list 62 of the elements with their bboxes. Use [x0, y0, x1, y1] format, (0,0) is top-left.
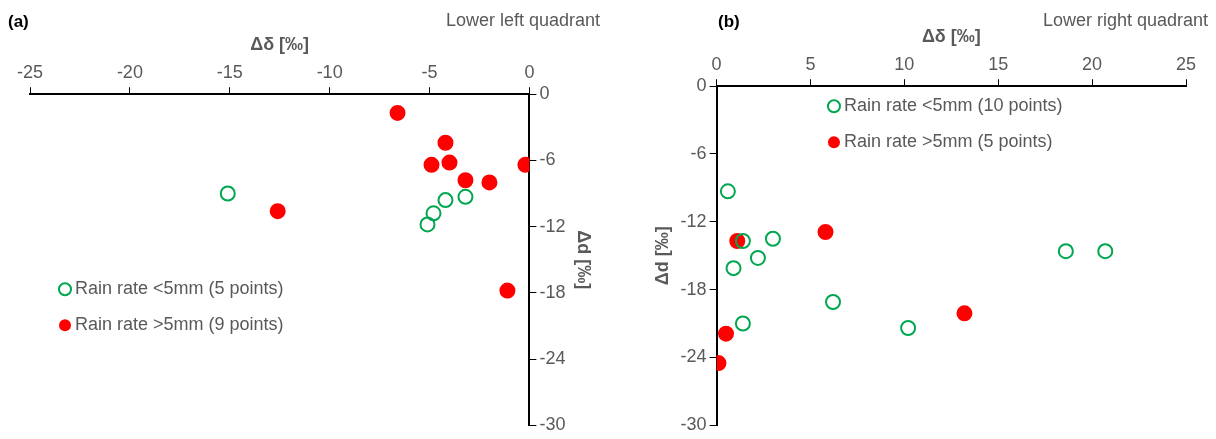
x-tick-label: 20	[1082, 54, 1103, 75]
y-tick-label: -24	[680, 346, 707, 367]
point	[719, 183, 736, 200]
y-tick-label: -30	[539, 414, 566, 435]
x-tick-label: 0	[524, 62, 535, 83]
point	[437, 192, 454, 209]
point	[734, 233, 751, 250]
x-tick-label: -15	[216, 62, 243, 83]
point	[423, 156, 440, 173]
legend-label: Rain rate >5mm (9 points)	[75, 314, 284, 335]
point	[1097, 243, 1114, 260]
point	[749, 249, 766, 266]
point	[481, 174, 498, 191]
chart-title: (a)	[8, 12, 29, 32]
y-tick-label: -6	[690, 142, 707, 163]
point	[457, 188, 474, 205]
legend-label: Rain rate <5mm (5 points)	[75, 278, 284, 299]
y-tick-label: -30	[680, 414, 707, 435]
point	[419, 216, 436, 233]
y-tick-label: -12	[539, 215, 566, 236]
point	[425, 205, 442, 222]
point	[457, 172, 474, 189]
point	[734, 315, 751, 332]
x-tick-label: -10	[316, 62, 343, 83]
x-tick-label: 5	[805, 54, 816, 75]
y-tick-label: -18	[539, 281, 566, 302]
point	[718, 325, 734, 342]
x-tick-label: 0	[711, 54, 722, 75]
x-tick-label: 25	[1175, 54, 1197, 75]
point	[437, 134, 454, 151]
legend-label: Rain rate >5mm (5 points)	[843, 131, 1053, 152]
y-tick-label: -12	[680, 210, 707, 231]
point	[725, 260, 742, 277]
y-tick-label: -18	[680, 278, 707, 299]
point	[900, 320, 917, 337]
point	[817, 223, 834, 240]
x-tick-label: 15	[988, 54, 1009, 75]
chart-subtitle: Lower right quadrant	[1042, 10, 1208, 31]
chart-title: (b)	[718, 12, 740, 32]
point	[499, 282, 516, 299]
y-axis-title: Δd [‰]	[574, 230, 595, 290]
y-tick-label: -6	[539, 149, 556, 170]
x-tick-label: -20	[116, 62, 143, 83]
point	[219, 185, 236, 202]
point	[764, 230, 781, 247]
y-tick-label: 0	[696, 75, 707, 96]
point	[441, 154, 458, 171]
x-tick-label: -25	[16, 62, 44, 83]
point	[389, 104, 406, 121]
chart-subtitle: Lower left quadrant	[445, 10, 600, 31]
y-tick-label: -24	[539, 347, 566, 368]
point	[956, 305, 973, 322]
x-tick-label: -5	[421, 62, 438, 83]
legend-label: Rain rate <5mm (10 points)	[843, 95, 1063, 116]
point	[825, 294, 842, 311]
x-tick-label: 10	[894, 54, 915, 75]
y-axis-title: Δd [‰]	[651, 226, 672, 286]
y-tick-label: 0	[539, 83, 550, 104]
x-axis-title: Δδ [‰]	[250, 33, 310, 54]
point	[1057, 243, 1074, 260]
x-axis-title: Δδ [‰]	[921, 25, 981, 46]
point	[269, 203, 286, 220]
